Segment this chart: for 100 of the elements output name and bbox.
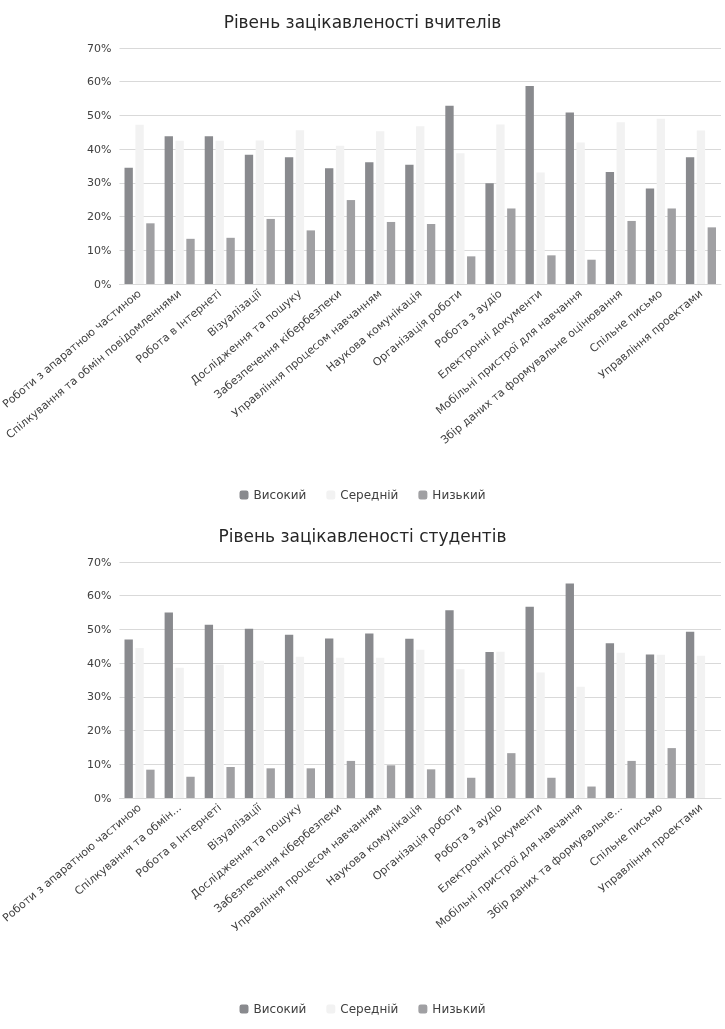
y-tick-label: 60% [87, 75, 112, 89]
bar [325, 638, 334, 798]
bar [295, 656, 305, 798]
legend-label: Низький [432, 1002, 486, 1016]
bar [255, 140, 265, 284]
bar [284, 157, 294, 284]
bar [456, 669, 465, 798]
y-tick-label: 50% [87, 622, 112, 636]
bar [386, 221, 396, 284]
bar [576, 686, 585, 798]
bar [667, 748, 676, 798]
bar [426, 223, 436, 284]
y-tick-label: 30% [87, 176, 112, 190]
bar [255, 660, 265, 798]
bar [215, 140, 224, 284]
bar [266, 768, 275, 798]
bar [445, 610, 454, 798]
bar [405, 638, 414, 798]
bar [164, 612, 173, 798]
y-tick-label: 30% [87, 690, 112, 704]
bar [587, 259, 596, 284]
bar [485, 183, 494, 284]
bar [467, 256, 476, 284]
bar [496, 651, 505, 798]
bar [175, 667, 184, 798]
bar [226, 766, 235, 798]
y-tick-label: 0% [94, 791, 112, 805]
bar [215, 664, 224, 798]
bar [707, 227, 716, 284]
bar [627, 220, 636, 284]
bar [375, 657, 385, 798]
bar [547, 255, 556, 284]
bar [295, 130, 305, 284]
y-tick-label: 40% [87, 142, 112, 156]
bar [175, 140, 184, 284]
bar [284, 634, 294, 798]
bar [306, 230, 315, 284]
bar [496, 124, 505, 284]
bar [135, 124, 144, 284]
y-tick-label: 20% [87, 210, 112, 224]
y-tick-label: 40% [87, 656, 112, 670]
bar [306, 768, 315, 798]
bar [124, 639, 133, 798]
legend-label: Високий [253, 488, 307, 502]
bar [645, 654, 655, 798]
legend-label: Високий [253, 1002, 307, 1016]
bar [587, 786, 596, 798]
bar [346, 200, 356, 284]
bar [426, 769, 436, 798]
legend-label: Низький [432, 488, 486, 502]
bar [335, 657, 345, 798]
bar [456, 153, 465, 284]
bar [244, 154, 254, 284]
bar [605, 643, 615, 798]
bar [386, 765, 396, 798]
bar [204, 136, 214, 284]
bar [186, 776, 195, 798]
bar [485, 652, 494, 798]
bar [266, 218, 275, 284]
bar [335, 145, 345, 284]
y-tick-label: 0% [94, 277, 112, 291]
bar [536, 172, 545, 284]
bar [365, 162, 374, 284]
bar [616, 652, 625, 798]
y-tick-label: 70% [87, 555, 112, 569]
bar [685, 157, 695, 284]
bar [605, 172, 615, 284]
bar [645, 188, 655, 284]
bar [186, 238, 195, 284]
bar [696, 130, 706, 284]
bar [375, 131, 385, 284]
bar [627, 760, 636, 798]
bar [325, 168, 334, 284]
bar [164, 136, 173, 284]
y-tick-label: 20% [87, 724, 112, 738]
bar [547, 777, 556, 798]
bar [346, 760, 356, 798]
bar [696, 655, 706, 798]
bar [685, 631, 695, 798]
bar [525, 606, 534, 798]
y-tick-label: 10% [87, 757, 112, 771]
bar [445, 105, 454, 284]
bar [507, 208, 516, 284]
y-tick-label: 10% [87, 243, 112, 257]
bar [616, 122, 625, 284]
legend-label: Середній [340, 1002, 399, 1016]
bar [244, 628, 254, 798]
legend-label: Середній [340, 488, 399, 502]
bar [124, 167, 133, 284]
bar [565, 112, 574, 284]
bar [467, 777, 476, 798]
bar [365, 633, 374, 798]
bar [565, 583, 574, 798]
bar [146, 223, 155, 284]
bar [576, 142, 585, 284]
bar [656, 118, 666, 284]
bar [507, 753, 516, 798]
bar [135, 647, 144, 798]
bar [525, 86, 534, 284]
bar [405, 164, 414, 284]
